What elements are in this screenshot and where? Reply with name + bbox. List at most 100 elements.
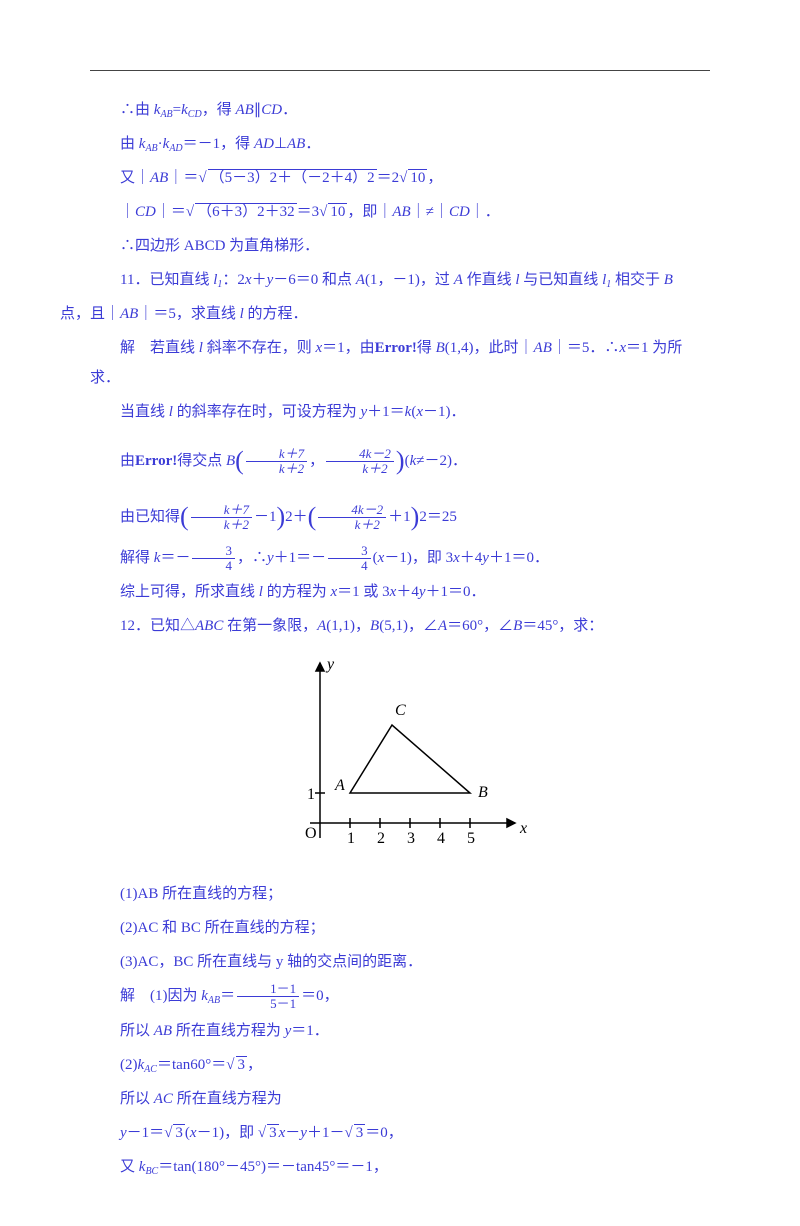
t: ＋1	[388, 509, 411, 525]
radical-icon	[399, 170, 407, 186]
paren-icon: )	[396, 446, 405, 475]
t: ＝tan60°＝	[157, 1057, 226, 1073]
sym: B	[226, 453, 235, 469]
t: －6＝0 和点	[273, 272, 356, 288]
t: 斜率不存在，则	[203, 340, 316, 356]
sym: A	[356, 272, 365, 288]
page-content: ∴由 kAB=kCD，得 AB∥CD． 由 kAB·kAD＝－1，得 AD⊥AB…	[0, 0, 800, 1226]
sym: AB	[534, 340, 552, 356]
sym: A	[454, 272, 463, 288]
t: (5,1)，∠	[379, 618, 438, 634]
sym: B	[664, 272, 673, 288]
fraction: 34	[192, 544, 235, 574]
t: 3	[236, 1056, 248, 1073]
xtick: 3	[407, 830, 415, 847]
t: 2＝25	[419, 509, 457, 525]
t: －1)，即	[197, 1125, 258, 1141]
t: 所以	[120, 1091, 154, 1107]
t: ｜	[120, 204, 135, 220]
t: ＋1－	[307, 1125, 345, 1141]
sym: kAB	[139, 136, 158, 152]
t: ＋1＝0．	[426, 584, 486, 600]
t: ＋1＝0．	[489, 550, 549, 566]
sym: AB	[235, 102, 253, 118]
radical-icon	[198, 170, 206, 186]
fraction: 4k－2k＋2	[318, 503, 386, 533]
t: ∴由	[120, 102, 154, 118]
line-12: 解得 k＝－34，∴y＋1＝－34(x－1)，即 3x＋4y＋1＝0．	[90, 543, 710, 573]
ytick-1: 1	[307, 786, 315, 803]
a2: 所以 AB 所在直线方程为 y＝1．	[90, 1016, 710, 1046]
sym: CD	[449, 204, 470, 220]
line-8: 解 若直线 l 斜率不存在，则 x＝1，由Error!得 B(1,4)，此时｜A…	[90, 333, 710, 393]
origin-label: O	[305, 825, 317, 842]
sym: AB	[154, 1023, 172, 1039]
t: 综上可得，所求直线	[120, 584, 259, 600]
line-4: ｜CD｜＝（6＋3）2＋32＝310，即｜AB｜≠｜CD｜．	[90, 197, 710, 227]
line-13: 综上可得，所求直线 l 的方程为 x＝1 或 3x＋4y＋1＝0．	[90, 577, 710, 607]
sym: kAD	[163, 136, 183, 152]
t: ｜＝5．∴	[552, 340, 620, 356]
sym: B	[436, 340, 445, 356]
sym: l1	[213, 272, 222, 288]
t: 所在直线方程为	[172, 1023, 285, 1039]
sym: AB	[392, 204, 410, 220]
t: －1)，即 3	[384, 550, 453, 566]
line-10: 由Error!得交点 B(k＋7k＋2，4k－2k＋2)(k≠－2)．	[90, 431, 710, 483]
t: (1,4)，此时｜	[445, 340, 534, 356]
line-11: 由已知得(k＋7k＋2－1)2＋(4k－2k＋2＋1)2＝25	[90, 487, 710, 539]
t: (1，－1)，过	[365, 272, 454, 288]
t: ｜≠｜	[411, 204, 449, 220]
point-C-label: C	[395, 702, 406, 719]
sym: x	[190, 1125, 197, 1141]
fraction: k＋7k＋2	[191, 503, 252, 533]
sym: AB	[150, 170, 168, 186]
sym-kAB: kAB	[154, 102, 173, 118]
a1: 解 (1)因为 kAB＝1－15－1＝0，	[90, 981, 710, 1011]
q2: (2)AC 和 BC 所在直线的方程；	[90, 913, 710, 943]
xtick: 2	[377, 830, 385, 847]
y-axis-label: y	[325, 656, 335, 673]
t: ，得	[202, 102, 236, 118]
t: ＝60°，∠	[447, 618, 513, 634]
t: ≠－2)．	[416, 453, 467, 469]
t: ＋4	[396, 584, 419, 600]
xtick: 5	[467, 830, 475, 847]
t: ，	[427, 170, 442, 186]
t: ＝3	[297, 204, 320, 220]
line-3: 又｜AB｜＝（5－3）2＋（－2＋4）2＝210，	[90, 163, 710, 193]
t: ｜＝	[168, 170, 198, 186]
sym: y	[120, 1125, 127, 1141]
error-text: Error!	[135, 453, 177, 469]
t: 又	[120, 1159, 139, 1175]
a6: 又 kBC＝tan(180°－45°)＝－tan45°＝－1，	[90, 1152, 710, 1182]
sym: y	[267, 550, 274, 566]
radical-icon	[258, 1125, 266, 1141]
t: 当直线	[120, 404, 169, 420]
t: ＝0，	[365, 1125, 403, 1141]
t: ⊥	[274, 136, 287, 152]
t: （6＋3）2＋32	[195, 203, 297, 220]
sym: ABC	[195, 618, 223, 634]
t: 又｜	[120, 170, 150, 186]
t: 解得	[120, 550, 154, 566]
t: 所在直线方程为	[173, 1091, 282, 1107]
radical-icon	[186, 204, 194, 220]
t: 相交于	[611, 272, 664, 288]
radical-icon	[344, 1125, 352, 1141]
t: ＋1＝－	[274, 550, 327, 566]
sym: AD	[254, 136, 274, 152]
fraction: 34	[328, 544, 371, 574]
t: (2)	[120, 1057, 138, 1073]
a5: y－1＝3(x－1)，即 3x－y＋1－3＝0，	[90, 1118, 710, 1148]
t: 12．已知△	[120, 618, 195, 634]
t: 在第一象限，	[223, 618, 317, 634]
xtick: 4	[437, 830, 445, 847]
t: ＝1．	[291, 1023, 329, 1039]
t: ＝45°，求：	[522, 618, 603, 634]
a4: 所以 AC 所在直线方程为	[90, 1084, 710, 1114]
t: －1	[254, 509, 277, 525]
t: ＋	[252, 272, 267, 288]
t: 解 若直线	[120, 340, 199, 356]
line-5: ∴四边形 ABCD 为直角梯形．	[90, 231, 710, 261]
